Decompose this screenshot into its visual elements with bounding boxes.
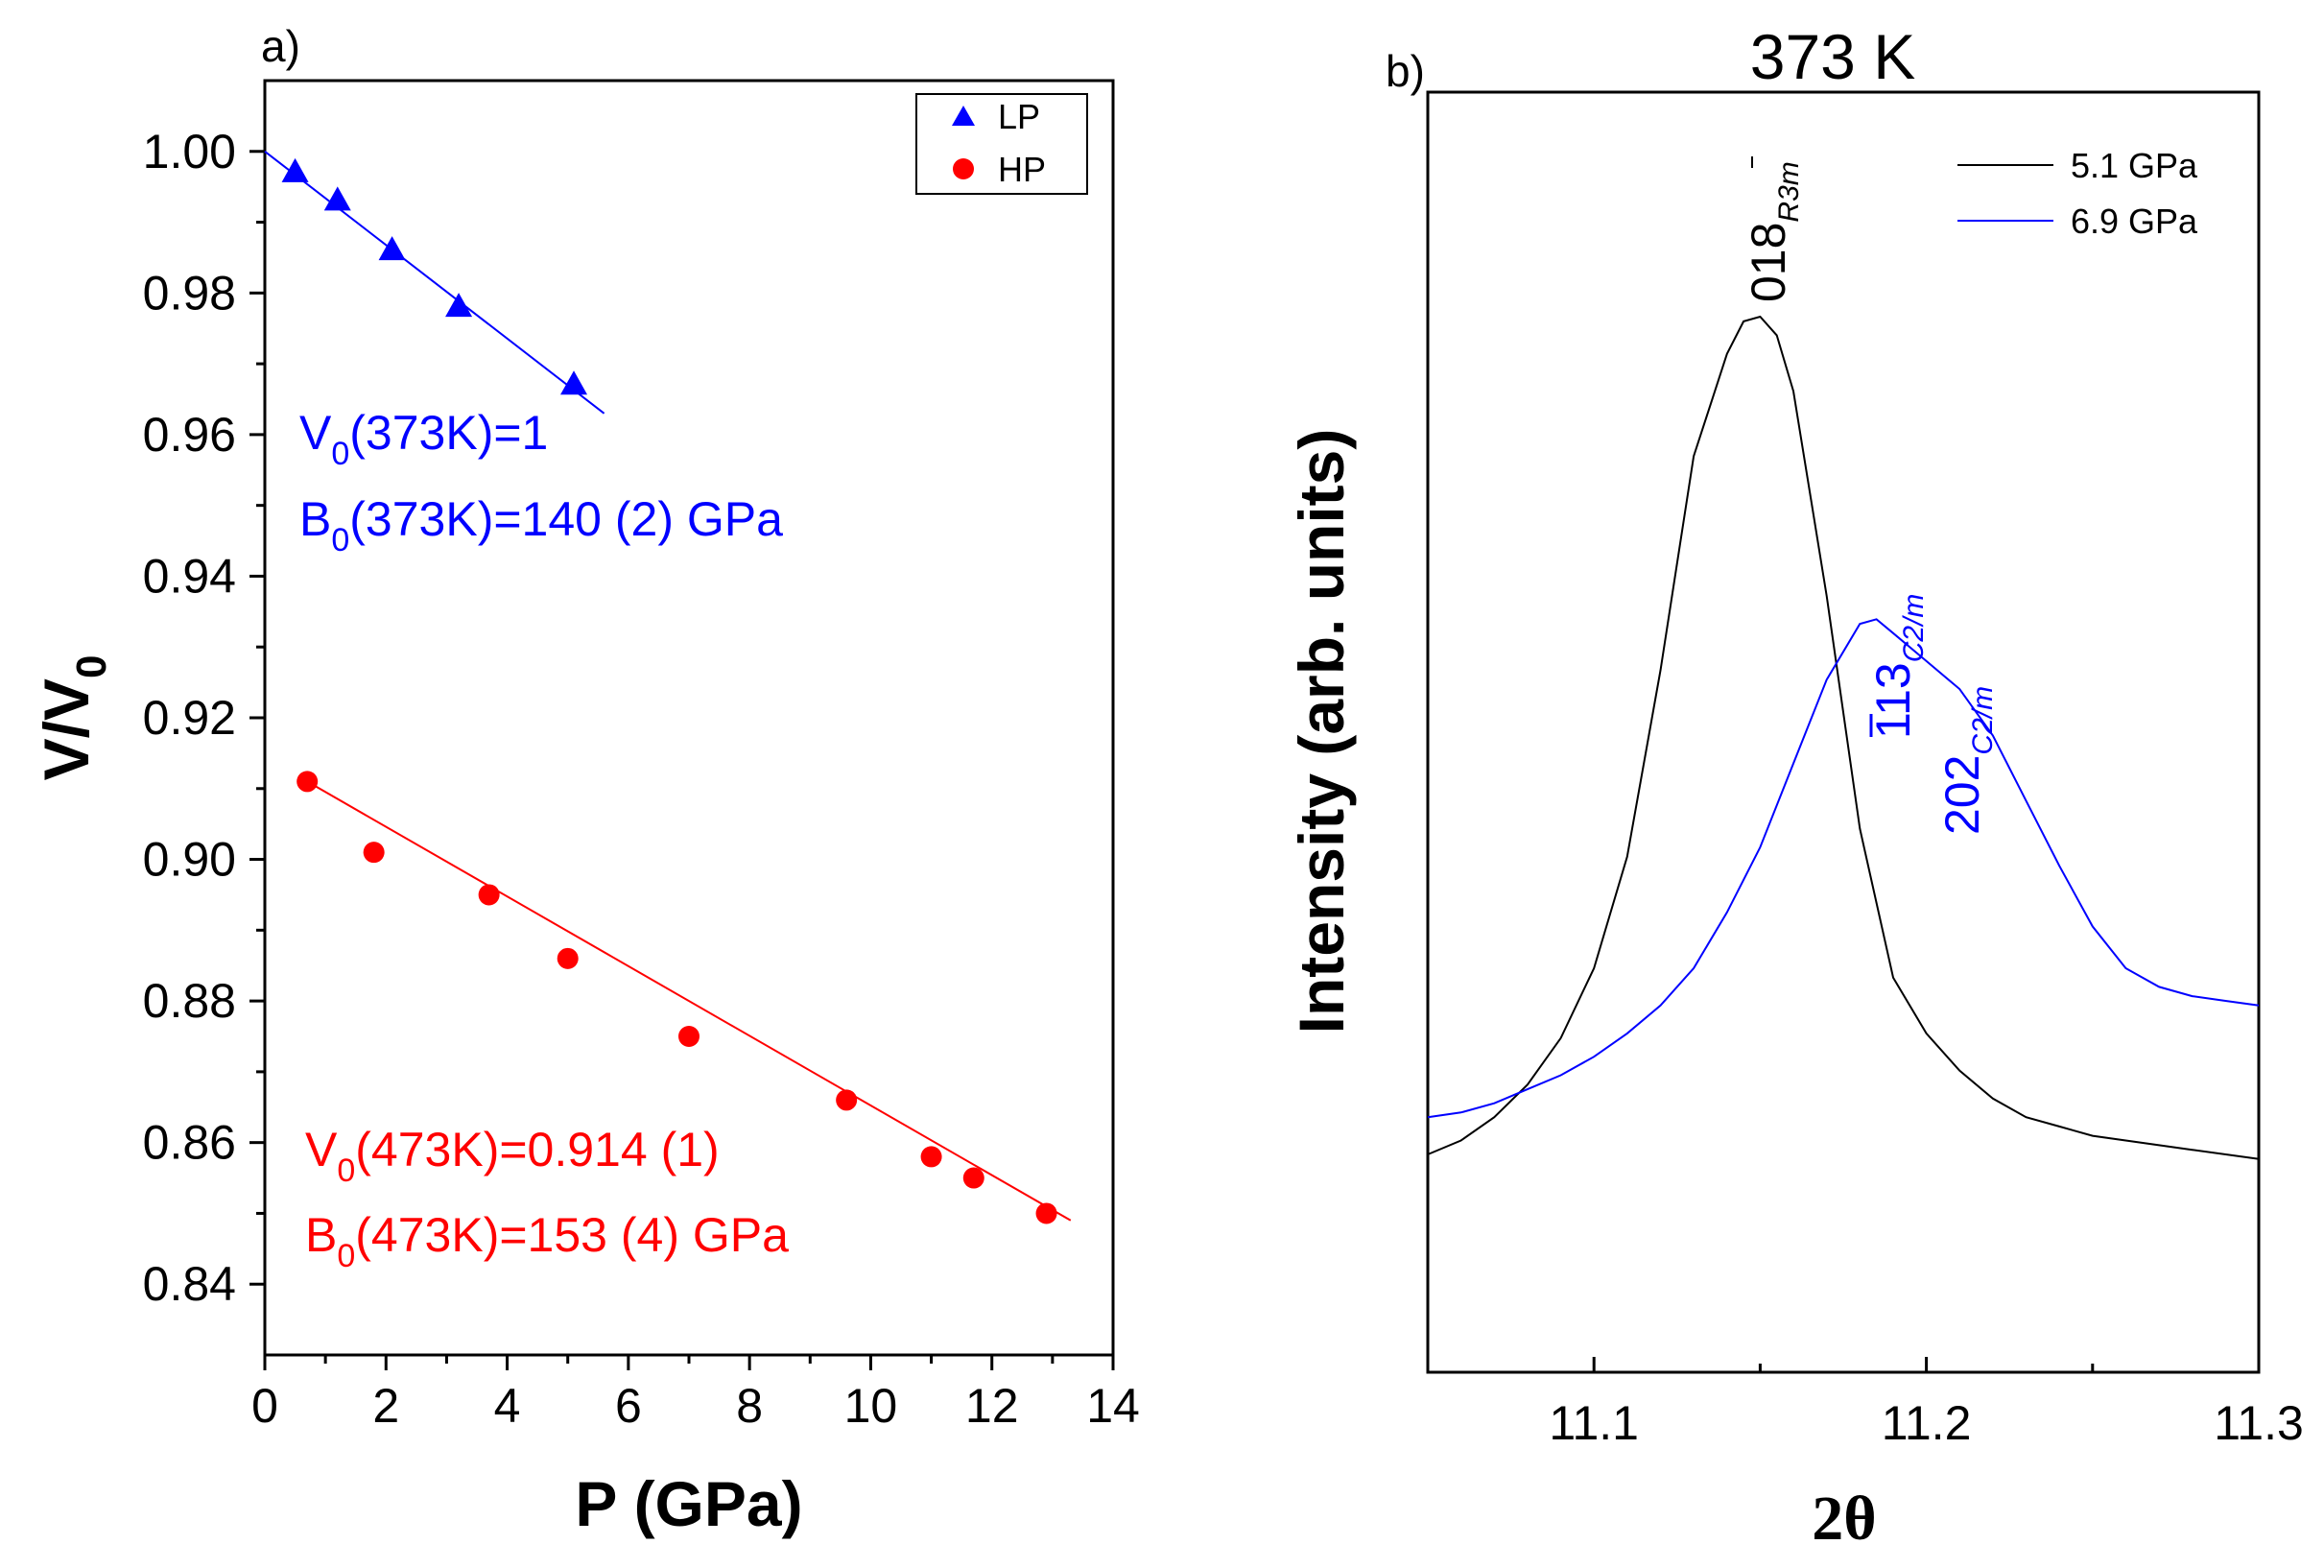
legend-hp-label: HP xyxy=(998,150,1046,189)
point-hp xyxy=(836,1089,858,1111)
panel-a-y-ticks: 0.84 0.86 0.88 0.90 0.92 0.94 0.96 0.98 1.00 xyxy=(143,125,265,1311)
point-lp xyxy=(560,370,588,395)
legend-6-9gpa-label: 6.9 GPa xyxy=(2071,202,2198,241)
point-hp xyxy=(920,1146,942,1168)
panel-b-x-axis-label: 2θ xyxy=(1812,1484,1876,1554)
annotation-v0-473k: V0(473K)=0.914 (1) xyxy=(305,1123,720,1189)
panel-b-x-ticks: 11.1 11.2 11.3 xyxy=(1426,1357,2304,1450)
panel-a-data-points xyxy=(281,157,1057,1224)
svg-text:202C2/m: 202C2/m xyxy=(1935,686,1999,835)
peak-label-113: 113C2/m xyxy=(1866,594,1930,739)
point-lp xyxy=(445,293,473,318)
panel-a-x-tick-label: 12 xyxy=(965,1379,1019,1433)
panel-a-y-tick-label: 0.84 xyxy=(143,1257,236,1311)
panel-b-plot-frame xyxy=(1426,90,2261,1374)
point-hp xyxy=(557,947,579,969)
panel-a-x-tick-label: 14 xyxy=(1086,1379,1140,1433)
point-hp xyxy=(962,1167,984,1189)
peak-label-202: 202C2/m xyxy=(1935,686,1999,835)
panel-a-x-axis-label: P (GPa) xyxy=(575,1468,802,1539)
panel-a-x-tick-label: 10 xyxy=(844,1379,898,1433)
point-lp xyxy=(281,157,309,182)
annotation-v0-373k: V0(373K)=1 xyxy=(299,406,548,472)
series-line-5-1-gpa xyxy=(1427,315,2260,1160)
panel-a-tag: a) xyxy=(261,21,300,71)
panel-a-y-tick-label: 0.90 xyxy=(143,833,236,887)
panel-b-y-axis-label: Intensity (arb. units) xyxy=(1286,429,1357,1034)
point-hp xyxy=(363,842,385,864)
legend-lp-label: LP xyxy=(998,97,1040,136)
panel-a-chart: a) 0 2 4 6 8 10 12 14 0.840.860.880.900.920.940… xyxy=(31,21,1140,1539)
panel-a-y-tick-label: 1.00 xyxy=(143,125,236,178)
point-lp xyxy=(323,186,351,211)
panel-a-y-tick-label: 0.98 xyxy=(143,266,236,320)
panel-a-y-axis-label: V/V0 xyxy=(31,655,115,781)
legend-lp-marker xyxy=(952,106,975,126)
panel-a-x-tick-label: 8 xyxy=(736,1379,763,1433)
panel-b-series-lines xyxy=(1427,315,2260,1160)
legend-hp-marker xyxy=(953,158,974,179)
panel-b-legend: 5.1 GPa 6.9 GPa xyxy=(1957,146,2198,241)
legend-5-1gpa-label: 5.1 GPa xyxy=(2071,146,2198,185)
fit-line-hp xyxy=(306,780,1072,1222)
panel-b-x-tick-label: 11.1 xyxy=(1549,1396,1639,1450)
point-lp xyxy=(378,236,406,261)
legend-box xyxy=(915,93,1088,195)
annotation-b0-473k: B0(473K)=153 (4) GPa xyxy=(305,1208,789,1274)
panel-b-tag: b) xyxy=(1386,46,1425,96)
panel-a-legend: LP HP xyxy=(915,93,1088,195)
point-hp xyxy=(678,1026,700,1047)
panel-a-x-tick-label: 6 xyxy=(615,1379,642,1433)
panel-a-y-tick-label: 0.88 xyxy=(143,974,236,1028)
point-hp xyxy=(478,884,500,906)
panel-a-y-tick-label: 0.92 xyxy=(143,691,236,745)
panel-b-x-tick-label: 11.2 xyxy=(1882,1396,1972,1450)
panel-a-x-tick-label: 2 xyxy=(372,1379,399,1433)
point-hp xyxy=(296,771,319,793)
panel-a-x-tick-label: 0 xyxy=(251,1379,278,1433)
annotation-b0-373k: B0(373K)=140 (2) GPa xyxy=(299,492,783,558)
panel-a-x-ticks: 0 2 4 6 8 10 12 14 xyxy=(251,1355,1140,1433)
panel-a-fit-lines xyxy=(264,151,1072,1222)
panel-a-x-tick-label: 4 xyxy=(494,1379,521,1433)
fit-line-lp xyxy=(264,151,605,415)
svg-text:113C2/m: 113C2/m xyxy=(1866,594,1930,739)
svg-text:018R3m: 018R3m xyxy=(1742,161,1805,302)
series-line-6-9-gpa xyxy=(1427,618,2260,1119)
panel-a-y-tick-label: 0.94 xyxy=(143,549,236,603)
peak-label-018: 018R3m xyxy=(1742,156,1805,302)
panel-b-title: 373 K xyxy=(1750,21,1915,92)
panel-b-x-tick-label: 11.3 xyxy=(2214,1396,2304,1450)
panel-a-y-tick-label: 0.86 xyxy=(143,1116,236,1170)
panel-b-chart: b) 373 K 11.1 11.2 11.3 5.1 GPa 6.9 GPa 01… xyxy=(1286,21,2304,1554)
panel-a-y-tick-label: 0.96 xyxy=(143,408,236,462)
point-hp xyxy=(1035,1202,1057,1224)
